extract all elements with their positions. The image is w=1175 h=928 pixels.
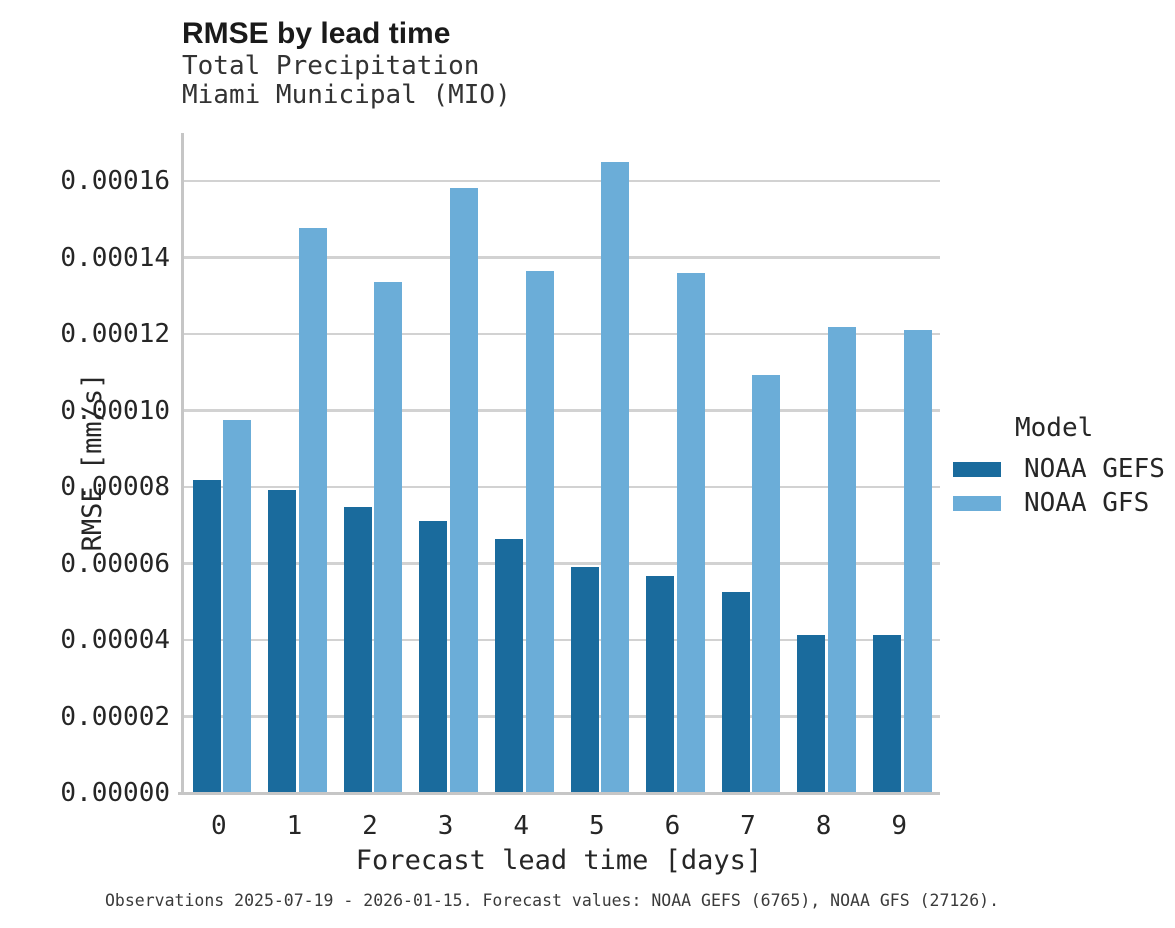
bar-noaa-gfs-lead-1: [298, 227, 327, 793]
y-tick-label: 0.00006: [60, 548, 170, 579]
gridline: [184, 179, 940, 183]
legend-swatch-noaa-gfs: [953, 495, 1001, 511]
x-tick-label: 2: [362, 811, 378, 841]
x-tick-label: 6: [664, 811, 681, 841]
x-axis-line: [178, 792, 940, 795]
bar-noaa-gefs-lead-5: [570, 567, 599, 793]
y-tick-label: 0.00000: [60, 778, 170, 808]
y-tick-label: 0.00012: [60, 319, 170, 349]
bar-noaa-gfs-lead-7: [752, 374, 781, 793]
x-tick-label: 3: [437, 811, 454, 841]
x-tick-label: 8: [815, 811, 832, 841]
legend-swatch-noaa-gefs: [953, 461, 1001, 477]
legend-label-noaa-gefs: NOAA GEFS: [1024, 454, 1165, 484]
bar-noaa-gfs-lead-5: [601, 162, 630, 793]
caption: Observations 2025-07-19 - 2026-01-15. Fo…: [105, 891, 1000, 910]
y-tick-label: 0.00008: [60, 472, 170, 502]
bar-noaa-gfs-lead-6: [676, 273, 705, 793]
bar-noaa-gfs-lead-0: [223, 420, 252, 793]
legend-row-noaa-gfs: NOAA GFS: [953, 486, 1173, 520]
subtitle-station: Miami Municipal (MIO): [182, 80, 511, 110]
x-tick-label: 0: [210, 811, 227, 841]
gridline: [184, 332, 940, 336]
bar-noaa-gefs-lead-9: [872, 634, 901, 793]
bar-noaa-gefs-lead-1: [268, 489, 297, 793]
gridline: [184, 562, 940, 565]
gridline: [184, 638, 940, 642]
chart-subtitle: Total Precipitation Miami Municipal (MIO): [182, 52, 511, 110]
subtitle-variable: Total Precipitation: [182, 51, 480, 81]
gridline: [184, 715, 940, 718]
plot-area: [178, 133, 940, 795]
legend-row-noaa-gefs: NOAA GEFS: [953, 452, 1173, 486]
legend: Model NOAA GEFS NOAA GFS: [953, 414, 1173, 520]
chart-title: RMSE by lead time: [182, 17, 451, 50]
y-tick-label: 0.00016: [60, 166, 170, 196]
bar-noaa-gfs-lead-9: [903, 330, 932, 793]
x-tick-label: 9: [891, 811, 908, 841]
bar-noaa-gefs-lead-4: [494, 539, 523, 793]
bar-noaa-gefs-lead-8: [797, 634, 826, 793]
bar-noaa-gefs-lead-0: [192, 480, 221, 793]
y-tick-label: 0.00002: [60, 701, 170, 732]
y-tick-label: 0.00010: [60, 395, 170, 426]
gridline: [184, 485, 940, 489]
gridline: [184, 409, 940, 412]
bar-noaa-gefs-lead-2: [343, 507, 372, 793]
gridline: [184, 256, 940, 259]
x-axis-label: Forecast lead time [days]: [355, 845, 763, 876]
bar-noaa-gefs-lead-3: [419, 521, 448, 793]
bar-noaa-gfs-lead-8: [827, 327, 856, 793]
legend-title: Model: [1015, 413, 1094, 443]
x-tick-label: 1: [286, 811, 303, 841]
x-tick-label: 5: [588, 811, 605, 841]
bar-noaa-gfs-lead-2: [374, 282, 403, 793]
x-tick-label: 7: [740, 811, 756, 841]
bar-noaa-gfs-lead-3: [449, 187, 478, 793]
bar-noaa-gefs-lead-7: [721, 591, 750, 793]
bar-noaa-gfs-lead-4: [525, 270, 554, 793]
legend-label-noaa-gfs: NOAA GFS: [1024, 488, 1150, 518]
bar-noaa-gefs-lead-6: [646, 576, 675, 793]
y-tick-label: 0.00004: [60, 625, 170, 655]
x-tick-label: 4: [513, 811, 530, 841]
y-tick-label: 0.00014: [60, 242, 170, 273]
